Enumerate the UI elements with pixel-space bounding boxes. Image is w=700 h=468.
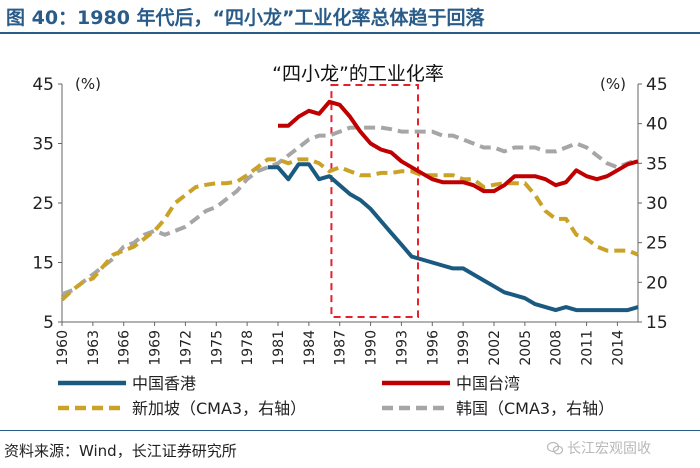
- plot-layer: 5 15 25 35 45 15 20 25 30 35 40 45 1960 1963 1966 1969 1…: [32, 75, 667, 418]
- left-axis-unit: (%): [75, 75, 101, 93]
- legend-label-taiwan: 中国台湾: [456, 374, 520, 393]
- left-tick-label: 45: [32, 75, 54, 95]
- x-tick-label: 1981: [271, 330, 287, 366]
- x-tick-label: 1978: [240, 330, 256, 366]
- series-line-korea: [61, 125, 639, 297]
- series-line-taiwan: [278, 99, 639, 194]
- right-tick-label: 15: [646, 313, 668, 333]
- x-tick-label: 1972: [178, 330, 194, 366]
- series-line-singapore: [60, 157, 639, 302]
- chart-title: “四小龙”的工业化率: [272, 63, 444, 85]
- wechat-icon: [547, 441, 563, 454]
- x-tick-label: 1987: [333, 330, 349, 366]
- x-tick-label: 1996: [425, 330, 441, 366]
- left-tick-label: 5: [43, 313, 54, 333]
- footer-divider: [0, 430, 700, 431]
- series-line-hong_kong: [267, 162, 639, 313]
- legend-label-singapore: 新加坡（CMA3，右轴）: [132, 399, 306, 418]
- x-tick-label: 1963: [86, 330, 102, 366]
- x-tick-label: 2008: [549, 330, 565, 366]
- x-tick-label: 2005: [518, 330, 534, 366]
- left-tick-label: 15: [32, 254, 54, 274]
- right-tick-label: 30: [646, 194, 668, 214]
- x-tick-label: 2002: [487, 330, 503, 366]
- right-tick-label: 35: [646, 154, 668, 174]
- x-tick-label: 1975: [209, 330, 225, 366]
- figure-title: 图 40：1980 年代后，“四小龙”工业化率总体趋于回落: [6, 7, 485, 29]
- right-tick-label: 40: [646, 115, 668, 135]
- x-tick-label: 1960: [55, 330, 71, 366]
- x-tick-label: 1966: [117, 330, 133, 366]
- watermark-text: 长江宏观固收: [567, 441, 651, 457]
- x-tick-label: 1990: [364, 330, 380, 366]
- legend-label-korea: 韩国（CMA3，右轴）: [456, 399, 614, 418]
- title-divider: [0, 32, 700, 34]
- watermark: 长江宏观固收: [547, 438, 651, 458]
- x-tick-label: 2011: [580, 330, 596, 366]
- x-tick-label: 1969: [148, 330, 164, 366]
- x-tick-label: 2014: [610, 330, 626, 366]
- right-axis-unit: (%): [600, 75, 626, 93]
- x-tick-label: 1999: [456, 330, 472, 366]
- right-tick-label: 45: [646, 75, 668, 95]
- source-note: 资料来源：Wind，长江证券研究所: [4, 442, 237, 460]
- left-tick-label: 25: [32, 194, 54, 214]
- right-tick-label: 25: [646, 234, 668, 254]
- x-tick-label: 1984: [302, 330, 318, 366]
- legend-label-hong_kong: 中国香港: [132, 374, 196, 393]
- right-tick-label: 20: [646, 273, 668, 293]
- x-tick-label: 1993: [394, 330, 410, 366]
- industrialization-chart: “四小龙”的工业化率 (%) (%) 5 15 25 35 45 15 20 25 30 35 40…: [32, 63, 667, 418]
- left-tick-label: 35: [32, 135, 54, 155]
- highlight-box: [330, 84, 419, 318]
